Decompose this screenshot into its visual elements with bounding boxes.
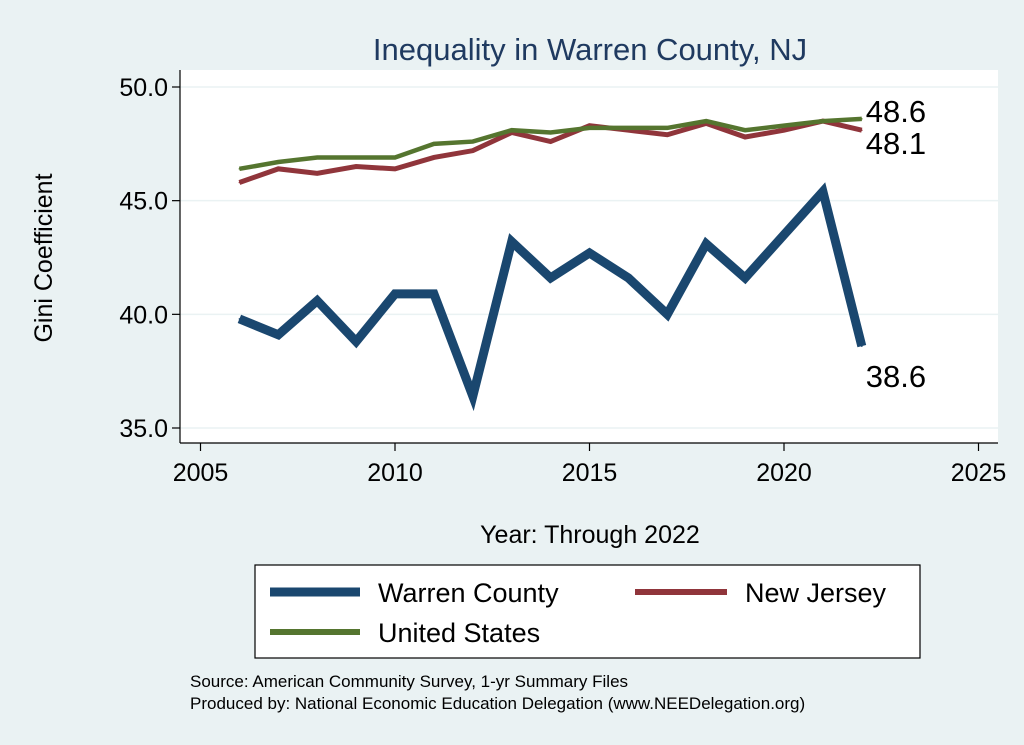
legend-box <box>254 564 921 659</box>
data-point-new-jersey <box>744 136 746 138</box>
x-axis-label: Year: Through 2022 <box>480 521 700 549</box>
data-point-warren-county <box>355 340 357 343</box>
y-axis-label: Gini Coefficient <box>30 173 58 342</box>
x-tick-label: 2005 <box>173 459 229 487</box>
data-point-united-states <box>510 129 513 131</box>
y-tick-label: 35.0 <box>119 415 168 443</box>
source-note: Source: American Community Survey, 1-yr … <box>190 672 628 691</box>
data-point-warren-county <box>277 333 280 336</box>
data-point-warren-county <box>744 277 746 279</box>
data-point-united-states <box>355 156 357 159</box>
data-point-united-states <box>666 127 669 129</box>
data-point-united-states <box>277 161 280 163</box>
data-point-warren-county <box>822 190 824 193</box>
data-point-united-states <box>861 118 863 120</box>
y-tick-label: 50.0 <box>119 74 168 102</box>
gridlines <box>180 86 998 429</box>
legend-label-new-jersey: New Jersey <box>745 578 887 608</box>
data-point-united-states <box>705 120 707 122</box>
data-point-warren-county <box>549 277 552 279</box>
series-lines <box>237 116 867 412</box>
data-point-warren-county <box>433 293 435 295</box>
data-point-united-states <box>316 156 319 159</box>
data-point-warren-county <box>666 313 669 316</box>
legend-label-warren-county: Warren County <box>378 578 559 608</box>
data-point-united-states <box>394 156 396 159</box>
data-point-new-jersey <box>433 156 435 159</box>
data-point-warren-county <box>783 233 785 236</box>
data-point-warren-county <box>238 318 241 320</box>
legend-label-united-states: United States <box>378 618 540 648</box>
x-tick-label: 2025 <box>951 459 1007 487</box>
end-label-new-jersey: 48.1 <box>866 126 926 161</box>
x-tick-label: 2010 <box>367 459 423 487</box>
data-point-new-jersey <box>355 165 357 168</box>
data-point-warren-county <box>588 252 591 254</box>
end-label-warren-county: 38.6 <box>866 359 926 394</box>
data-point-new-jersey <box>666 133 669 136</box>
data-point-new-jersey <box>394 168 396 170</box>
y-tick-label: 40.0 <box>119 301 168 329</box>
y-tick-label: 45.0 <box>119 188 168 216</box>
data-point-new-jersey <box>549 140 552 143</box>
data-point-warren-county <box>316 299 319 302</box>
data-point-warren-county <box>472 395 474 397</box>
data-point-warren-county <box>394 293 396 295</box>
data-point-united-states <box>472 140 474 143</box>
data-point-united-states <box>433 143 435 145</box>
data-point-new-jersey <box>277 168 280 170</box>
data-point-united-states <box>627 127 630 129</box>
ticks: 35.0 40.0 45.0 50.0 2005 2010 2015 2020 2025 <box>119 74 1006 487</box>
data-point-new-jersey <box>316 172 319 175</box>
data-point-warren-county <box>510 240 513 243</box>
x-tick-label: 2020 <box>756 459 812 487</box>
legend: Warren County New Jersey United States <box>254 564 921 659</box>
end-labels: 38.6 48.148.6 <box>866 94 926 394</box>
data-point-united-states <box>744 129 746 131</box>
data-point-warren-county <box>861 345 863 347</box>
x-tick-label: 2015 <box>562 459 618 487</box>
data-point-new-jersey <box>861 129 863 131</box>
chart-title: Inequality in Warren County, NJ <box>373 32 807 67</box>
data-point-united-states <box>783 124 785 127</box>
data-point-warren-county <box>705 243 707 245</box>
end-label-united-states: 48.6 <box>866 94 926 129</box>
data-point-united-states <box>588 127 591 129</box>
data-point-new-jersey <box>783 129 785 131</box>
data-point-united-states <box>238 168 241 170</box>
producer-note: Produced by: National Economic Education… <box>190 694 805 713</box>
data-point-united-states <box>549 131 552 134</box>
data-point-warren-county <box>627 277 630 279</box>
data-point-new-jersey <box>472 149 474 152</box>
data-point-new-jersey <box>238 181 241 184</box>
data-point-united-states <box>822 120 824 122</box>
